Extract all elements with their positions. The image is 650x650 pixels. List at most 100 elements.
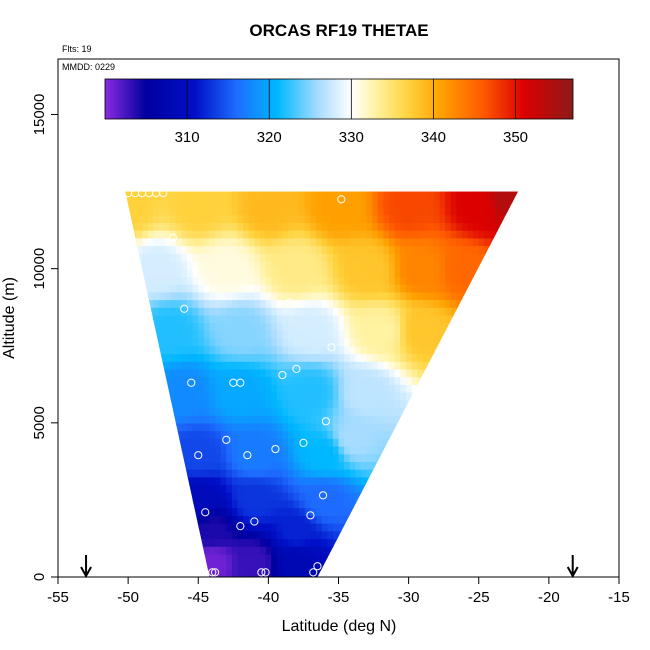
heatmap-cell xyxy=(327,222,334,231)
heatmap-cell xyxy=(220,276,227,285)
heatmap-cell xyxy=(181,430,188,439)
heatmap-cell xyxy=(355,345,362,355)
heatmap-cell xyxy=(231,276,239,285)
heatmap-cell xyxy=(170,353,177,362)
heatmap-cell xyxy=(316,353,323,362)
heatmap-cell xyxy=(450,268,457,277)
heatmap-cell xyxy=(360,214,368,223)
heatmap-cell xyxy=(175,368,182,378)
heatmap-cell xyxy=(203,314,211,324)
heatmap-cell xyxy=(192,214,199,223)
heatmap-cell xyxy=(209,446,216,455)
x-tick-label: -40 xyxy=(258,589,280,606)
heatmap-cell xyxy=(344,237,351,247)
heatmap-cell xyxy=(153,191,160,193)
heatmap-cell xyxy=(310,237,317,247)
heatmap-cell xyxy=(321,407,328,416)
heatmap-cell xyxy=(327,453,334,462)
heatmap-cell xyxy=(389,268,396,277)
heatmap-cell xyxy=(209,276,216,285)
heatmap-cell xyxy=(220,523,227,532)
heatmap-cell xyxy=(512,191,519,200)
heatmap-cell xyxy=(411,361,418,370)
heatmap-cell xyxy=(220,237,227,247)
heatmap-cell xyxy=(321,446,328,455)
heatmap-cell xyxy=(170,237,177,247)
heatmap-cell xyxy=(360,376,368,385)
heatmap-cell xyxy=(293,484,300,493)
heatmap-cell xyxy=(344,399,351,408)
heatmap-cell xyxy=(400,353,407,362)
heatmap-cell xyxy=(445,307,452,316)
heatmap-cell xyxy=(428,253,435,262)
heatmap-cell xyxy=(226,453,233,462)
heatmap-cell xyxy=(231,191,239,200)
heatmap-cell xyxy=(288,284,295,293)
heatmap-cell xyxy=(254,415,261,424)
heatmap-cell xyxy=(484,191,491,200)
heatmap-cell xyxy=(220,430,227,439)
heatmap-cell xyxy=(288,214,295,223)
heatmap-cell xyxy=(417,307,424,316)
heatmap-cell xyxy=(400,253,407,262)
heatmap-cell xyxy=(254,245,261,254)
heatmap-cell xyxy=(231,314,239,324)
heatmap-cell xyxy=(327,515,334,524)
heatmap-cell xyxy=(260,276,267,285)
heatmap-cell xyxy=(473,230,480,239)
heatmap-cell xyxy=(394,245,401,254)
heatmap-cell xyxy=(215,253,222,262)
heatmap-cell xyxy=(316,515,323,524)
heatmap-cell xyxy=(304,253,311,262)
heatmap-cell xyxy=(327,314,334,324)
heatmap-cell xyxy=(304,338,311,347)
heatmap-cell xyxy=(164,268,171,277)
heatmap-cell xyxy=(181,361,188,370)
heatmap-cell xyxy=(355,407,362,416)
heatmap-cell xyxy=(254,553,261,563)
heatmap-cell xyxy=(428,338,435,347)
heatmap-cell xyxy=(321,530,328,540)
heatmap-cell xyxy=(260,330,267,339)
heatmap-cell xyxy=(321,399,328,408)
heatmap-cell xyxy=(243,353,250,362)
heatmap-cell xyxy=(456,291,463,301)
heatmap-cell xyxy=(243,345,250,355)
heatmap-cell xyxy=(153,299,160,308)
heatmap-cell xyxy=(265,499,272,509)
heatmap-cell xyxy=(377,407,384,416)
heatmap-cell xyxy=(321,207,328,216)
heatmap-cell xyxy=(215,199,222,208)
heatmap-cell xyxy=(265,507,272,516)
heatmap-cell xyxy=(265,546,272,555)
heatmap-cell xyxy=(293,530,300,540)
observation-point xyxy=(438,175,447,184)
heatmap-cell xyxy=(187,214,194,223)
heatmap-cell xyxy=(288,515,295,524)
heatmap-cell xyxy=(433,245,441,254)
heatmap-cell xyxy=(187,284,194,293)
heatmap-cell xyxy=(332,191,340,193)
heatmap-cell xyxy=(198,430,205,439)
heatmap-cell xyxy=(215,407,222,416)
heatmap-cell xyxy=(237,361,244,370)
observation-point xyxy=(243,451,252,460)
heatmap-cell xyxy=(271,407,278,416)
heatmap-cell xyxy=(299,314,306,324)
heatmap-cell xyxy=(271,307,278,316)
heatmap-cell xyxy=(226,392,233,401)
heatmap-cell xyxy=(215,230,222,239)
heatmap-cell xyxy=(450,191,457,193)
observation-point xyxy=(418,176,427,185)
heatmap-cell xyxy=(282,446,289,455)
observation-point xyxy=(201,508,210,517)
heatmap-cell xyxy=(417,253,424,262)
heatmap-cell xyxy=(372,453,379,462)
heatmap-cell xyxy=(254,499,261,509)
heatmap-cell xyxy=(248,422,255,432)
heatmap-cell xyxy=(338,191,345,193)
heatmap-cell xyxy=(360,230,368,239)
heatmap-cell xyxy=(478,253,485,262)
heatmap-cell xyxy=(338,307,345,316)
heatmap-cell xyxy=(192,245,199,254)
